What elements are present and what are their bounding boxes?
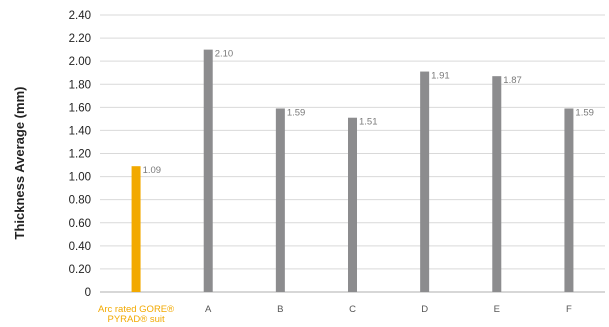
data-label: 1.59 [287,107,306,118]
x-category-label: Arc rated GORE® [98,304,174,315]
data-label: 1.09 [143,165,162,176]
y-tick-label: 2.20 [69,33,91,45]
y-tick-label: 0.80 [69,195,91,207]
data-label: 2.10 [215,49,234,60]
y-tick-label: 0.40 [69,241,91,253]
y-tick-label: 1.00 [69,172,91,184]
y-tick-label: 2.00 [69,56,91,68]
y-axis-label: Thickness Average (mm) [12,87,27,240]
data-labels: 1.09 2.10 1.59 1.51 1.91 1.87 1.59 [143,49,594,177]
x-category-label: D [421,304,428,315]
bar [492,76,502,292]
x-category-label: A [205,304,212,315]
data-label: 1.87 [503,75,522,86]
data-label: 1.91 [431,71,450,82]
x-category-label: PYRAD® suit [107,314,165,325]
x-category-label: F [566,304,572,315]
bars [131,49,574,293]
data-label: 1.59 [575,107,594,118]
y-tick-label: 1.20 [69,149,91,161]
x-axis-categories: Arc rated GORE®PYRAD® suit A B C D E F [98,304,572,325]
bar [203,49,213,292]
bar [564,108,574,292]
y-tick-label: 0 [85,287,91,299]
y-tick-label: 1.80 [69,79,91,91]
data-label: 1.51 [359,117,378,128]
x-category-label: C [349,304,356,315]
y-tick-label: 0.60 [69,218,91,230]
bar [131,166,141,292]
x-category-label: E [494,304,500,315]
bar [275,108,285,292]
x-category-label: B [277,304,283,315]
y-tick-label: 1.60 [69,102,91,114]
y-tick-label: 1.40 [69,125,91,137]
y-tick-label: 2.40 [69,10,91,22]
y-axis-ticks: 0 0.20 0.40 0.60 0.80 1.00 1.20 1.40 1.60 1.80 2.0… [69,10,91,299]
bar [348,117,357,293]
bar [420,71,430,292]
y-tick-label: 0.20 [69,264,91,276]
